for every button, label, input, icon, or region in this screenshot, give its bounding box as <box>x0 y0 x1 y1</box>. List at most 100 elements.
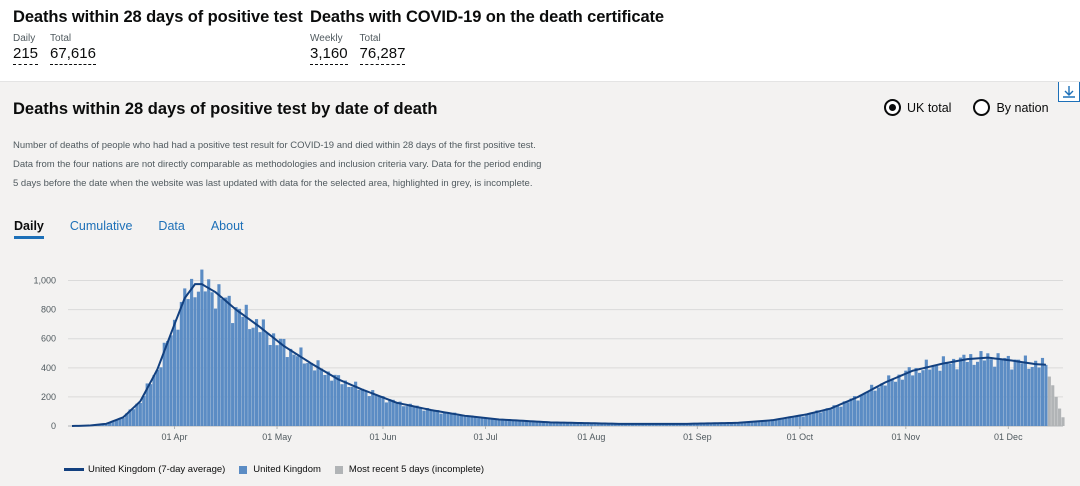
daily-bar <box>398 401 402 426</box>
daily-bar <box>1023 355 1027 426</box>
tab-daily[interactable]: Daily <box>14 219 44 239</box>
daily-bar <box>736 422 740 426</box>
legend-line-swatch <box>64 468 84 471</box>
daily-bar <box>788 416 792 426</box>
daily-bar <box>1010 369 1014 426</box>
daily-bar <box>507 419 511 426</box>
daily-bar <box>846 402 850 426</box>
headline-title: Deaths with COVID-19 on the death certif… <box>310 8 664 26</box>
daily-bar <box>733 422 737 426</box>
daily-bar <box>784 418 788 426</box>
daily-bar <box>535 421 539 426</box>
daily-bar <box>408 403 412 426</box>
daily-bar <box>870 384 874 426</box>
daily-bar <box>692 423 696 426</box>
daily-bar <box>470 415 474 426</box>
daily-bar <box>931 365 935 426</box>
daily-bar <box>295 356 300 426</box>
deaths-bar-chart: 0 200 400 600 800 1,000 01 Apr 01 May 01 Jun 01 J… <box>33 269 1065 442</box>
daily-bar <box>1037 367 1041 426</box>
radio-by-nation[interactable]: By nation <box>973 99 1049 116</box>
daily-bar <box>285 357 289 426</box>
daily-bar <box>699 423 703 426</box>
daily-bar <box>278 338 283 426</box>
daily-bar <box>808 413 812 426</box>
daily-bar <box>774 419 778 426</box>
tab-data[interactable]: Data <box>158 219 185 233</box>
daily-bar <box>131 409 136 426</box>
daily-bar <box>887 375 891 426</box>
daily-bar <box>606 423 611 426</box>
daily-bar <box>149 384 153 426</box>
tab-cumulative[interactable]: Cumulative <box>69 219 133 233</box>
x-tick-label: 01 Jun <box>369 432 396 442</box>
y-tick-label: 200 <box>41 392 56 402</box>
daily-bar <box>835 405 840 426</box>
x-tick-label: 01 Sep <box>683 432 712 442</box>
daily-bar <box>186 299 190 426</box>
daily-bar <box>364 391 368 426</box>
metric-label: Daily <box>13 33 36 44</box>
metric-value[interactable]: 76,287 <box>359 45 406 65</box>
daily-bar <box>511 420 515 426</box>
legend-item-daily: United Kingdom <box>239 464 321 475</box>
daily-bar <box>1017 359 1021 426</box>
daily-bar <box>822 411 826 426</box>
daily-bar <box>976 361 980 426</box>
metric-value[interactable]: 67,616 <box>50 45 96 65</box>
daily-bar <box>562 422 566 426</box>
tab-about[interactable]: About <box>210 219 244 233</box>
daily-bar <box>446 412 450 426</box>
daily-bar <box>613 423 617 426</box>
daily-bar <box>1034 360 1038 426</box>
daily-bar <box>579 422 583 426</box>
daily-bar <box>237 308 242 426</box>
daily-bar <box>172 319 177 426</box>
daily-bar <box>798 414 802 426</box>
daily-bar <box>781 418 785 426</box>
daily-bar <box>583 423 587 426</box>
daily-bar <box>121 418 125 426</box>
daily-bar <box>764 421 768 426</box>
daily-bar <box>1020 363 1024 426</box>
card-title: Deaths within 28 days of positive test b… <box>13 100 438 118</box>
daily-bar <box>220 299 224 426</box>
legend-item-average: United Kingdom (7-day average) <box>64 464 225 475</box>
daily-bar <box>979 351 983 426</box>
daily-bar <box>528 421 532 426</box>
daily-bar <box>501 419 505 426</box>
daily-bar <box>200 269 204 426</box>
daily-bar <box>548 422 552 426</box>
daily-bar <box>866 392 870 426</box>
radio-uk-total[interactable]: UK total <box>884 99 951 116</box>
daily-bar <box>986 353 990 426</box>
radio-unselected-icon <box>973 99 991 116</box>
daily-bar <box>227 295 231 426</box>
daily-bar <box>859 394 863 426</box>
daily-bar <box>559 422 563 426</box>
daily-bar <box>391 399 395 426</box>
daily-bar <box>487 417 491 426</box>
daily-bar <box>371 390 375 426</box>
daily-bar <box>569 422 573 426</box>
metric-value[interactable]: 3,160 <box>310 45 348 65</box>
daily-bar <box>234 307 238 426</box>
daily-bar <box>565 422 570 426</box>
daily-bar <box>1040 357 1045 426</box>
download-button[interactable] <box>1058 82 1080 102</box>
daily-bar <box>357 389 361 426</box>
daily-bar <box>436 410 440 426</box>
daily-bar <box>463 415 467 426</box>
metric-value[interactable]: 215 <box>13 45 39 65</box>
daily-bar <box>873 390 877 426</box>
daily-bar <box>805 414 809 426</box>
daily-bar <box>1013 359 1017 426</box>
daily-bar <box>193 297 197 426</box>
daily-bar <box>596 423 600 426</box>
daily-bar <box>268 345 272 426</box>
daily-bar <box>210 292 214 426</box>
legend-label: Most recent 5 days (incomplete) <box>348 464 485 475</box>
daily-bar <box>856 400 860 426</box>
daily-bar <box>688 423 693 426</box>
daily-bar <box>630 424 634 426</box>
